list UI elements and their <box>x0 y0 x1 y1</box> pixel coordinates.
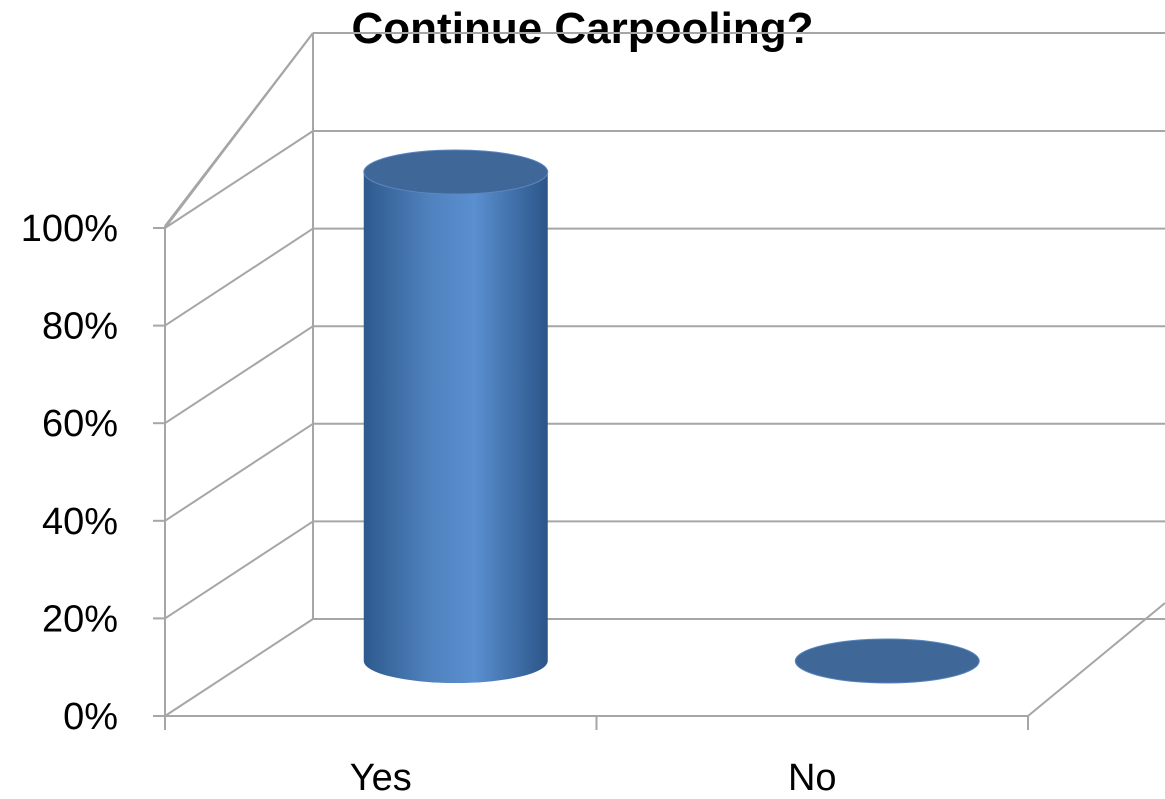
x-tick-label: Yes <box>350 757 412 799</box>
y-tick-label: 100% <box>21 208 118 250</box>
floor-right-edge <box>1027 602 1165 717</box>
side-wall-edge <box>164 32 314 227</box>
gridlines <box>164 32 1165 717</box>
side-gridline <box>164 618 314 717</box>
y-tick-label: 0% <box>63 696 118 738</box>
bars <box>363 149 980 684</box>
side-gridline <box>164 130 314 229</box>
y-tick-label: 60% <box>42 403 118 445</box>
bar-top <box>363 149 549 195</box>
bar-top <box>794 638 980 684</box>
side-gridline <box>164 227 314 327</box>
tick-labels: 0% 20% 40% 60% 80% 100% Yes No <box>21 208 837 799</box>
y-tick-label: 20% <box>42 598 118 640</box>
bar-yes <box>363 149 549 683</box>
x-tick-label: No <box>788 757 837 799</box>
side-gridline <box>164 422 314 522</box>
axes <box>153 226 1165 730</box>
bar-body <box>363 172 548 683</box>
side-gridline <box>164 520 314 620</box>
y-tick-label: 80% <box>42 306 118 348</box>
y-tick-label: 40% <box>42 501 118 543</box>
chart-title: Continue Carpooling? <box>351 4 814 53</box>
side-gridline <box>164 325 314 425</box>
bar-no <box>794 638 980 684</box>
